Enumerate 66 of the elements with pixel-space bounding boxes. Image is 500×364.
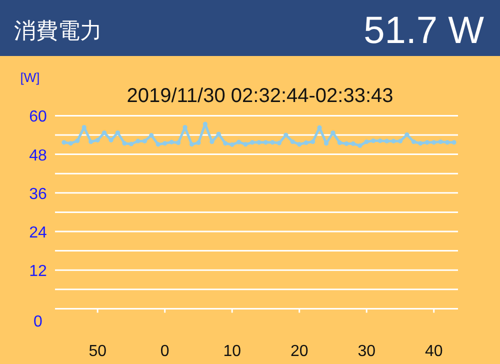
subtitle: 2019/11/30 02:32:44-02:33:43: [126, 85, 394, 107]
point: [256, 140, 262, 145]
point: [378, 138, 382, 144]
point: [384, 138, 390, 144]
point: [276, 140, 282, 146]
point: [149, 133, 154, 138]
point: [284, 132, 288, 138]
point: [350, 141, 356, 146]
point: [88, 139, 94, 144]
point: [297, 142, 302, 147]
point: [371, 138, 376, 144]
y-tick-label: 48: [29, 147, 47, 164]
y-tick-label: 12: [29, 263, 47, 280]
ylabel: [W]: [20, 70, 40, 85]
point: [176, 140, 181, 146]
title: 消費電力: [14, 18, 102, 43]
point: [404, 132, 410, 137]
point: [75, 138, 80, 144]
y-tick-label: 36: [29, 186, 47, 203]
y-tick-label: 0: [34, 314, 43, 331]
point: [216, 132, 221, 136]
point: [418, 141, 423, 146]
point: [108, 138, 114, 142]
point: [290, 139, 295, 144]
point: [364, 139, 369, 144]
point: [337, 140, 342, 146]
x-tick-label: 50: [88, 343, 107, 360]
point: [391, 138, 396, 144]
point: [398, 138, 403, 144]
point: [411, 139, 416, 144]
point: [270, 140, 275, 145]
point: [196, 140, 201, 146]
x-tick-label: 0: [160, 343, 170, 360]
point: [243, 142, 248, 147]
point: [128, 142, 134, 146]
point: [189, 142, 194, 147]
point: [122, 141, 127, 146]
point: [142, 138, 147, 144]
point: [136, 138, 140, 144]
point: [344, 141, 349, 146]
point: [304, 140, 308, 146]
point: [310, 139, 316, 144]
point: [358, 143, 362, 148]
point: [169, 140, 174, 144]
point: [68, 141, 73, 146]
point: [95, 138, 100, 142]
point: [156, 142, 160, 147]
y-tick-label: 24: [29, 224, 47, 242]
point: [424, 140, 430, 145]
point: [62, 140, 66, 145]
x-tick-label: 10: [223, 343, 242, 360]
x-tick-label: 20: [290, 343, 308, 360]
x-tick-label: 40: [424, 343, 443, 360]
point: [162, 141, 168, 146]
x-tick-label: 30: [358, 343, 376, 360]
point: [438, 139, 443, 144]
annotation: 51.7 W: [364, 10, 484, 52]
point: [236, 140, 242, 144]
point: [445, 140, 450, 145]
point: [263, 140, 268, 145]
point: [223, 141, 228, 146]
y-tick-label: 60: [29, 108, 47, 126]
point: [432, 140, 436, 145]
point: [250, 140, 255, 145]
point: [452, 140, 456, 145]
point: [230, 142, 234, 147]
